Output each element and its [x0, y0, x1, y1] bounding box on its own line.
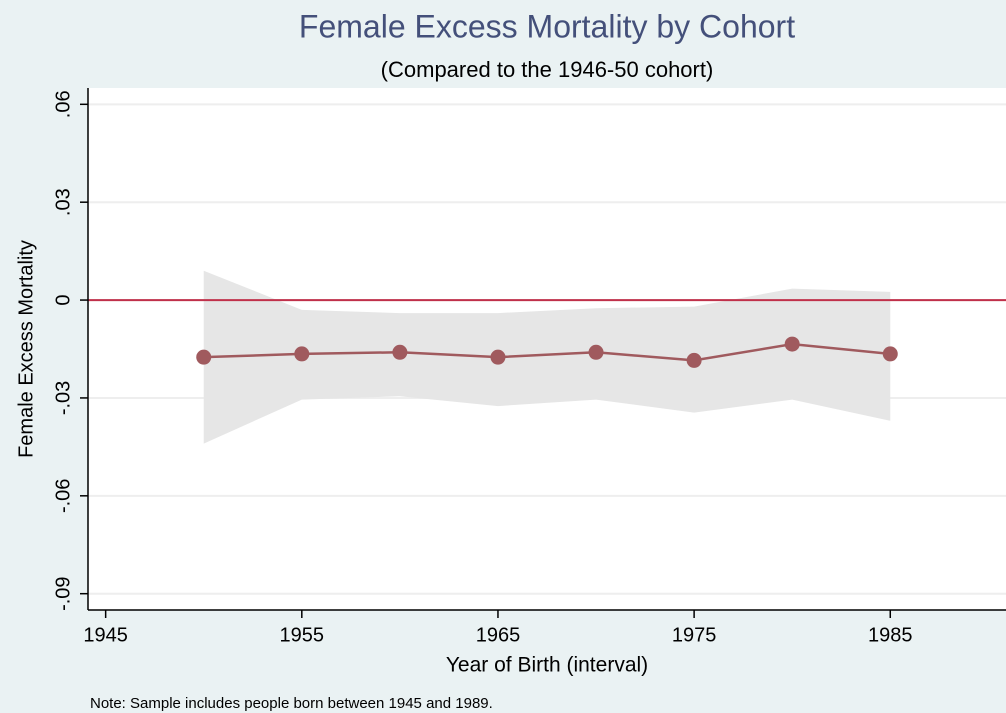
data-point: [686, 352, 702, 368]
data-point: [490, 349, 506, 365]
y-tick-label: .03: [52, 188, 74, 216]
chart-subtitle: (Compared to the 1946-50 cohort): [381, 57, 714, 82]
data-point: [196, 349, 212, 365]
y-tick-label: -.09: [52, 576, 74, 610]
confidence-band: [203, 270, 891, 444]
data-point: [392, 344, 408, 360]
x-tick-label: 1975: [672, 624, 717, 646]
data-point: [294, 346, 310, 362]
data-point: [588, 344, 604, 360]
y-axis-label: Female Excess Mortality: [15, 240, 37, 458]
series-line: [203, 342, 891, 362]
note: Note: Sample includes people born betwee…: [90, 695, 493, 712]
x-tick-label: 1965: [476, 624, 521, 646]
y-tick-label: -.06: [52, 479, 74, 513]
y-tick-label: 0: [52, 295, 74, 306]
y-tick-label: .06: [52, 90, 74, 118]
x-tick-label: 1945: [83, 624, 128, 646]
x-tick-label: 1985: [868, 624, 913, 646]
x-axis-label: Year of Birth (interval): [446, 654, 648, 677]
x-tick-label: 1955: [280, 624, 325, 646]
y-tick-label: -.03: [52, 381, 74, 415]
data-point: [784, 336, 800, 352]
chart-title: Female Excess Mortality by Cohort: [299, 8, 795, 44]
data-point: [882, 346, 898, 362]
